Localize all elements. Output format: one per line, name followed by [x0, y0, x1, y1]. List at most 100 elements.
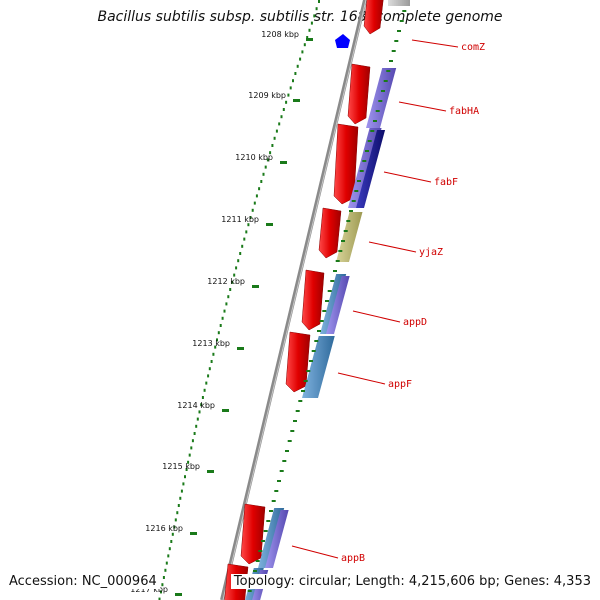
axis-dot	[237, 259, 240, 263]
tick-label: 1213 kbp	[192, 339, 230, 348]
axis-dot	[299, 57, 302, 61]
feature-appD-b	[326, 276, 350, 334]
axis-dot	[165, 561, 168, 565]
accession-text: Accession: NC_000964	[9, 574, 160, 589]
inner-dot	[266, 520, 271, 522]
axis-dot	[296, 64, 299, 68]
inner-dot	[314, 340, 319, 342]
inner-dot	[341, 240, 345, 242]
inner-dot	[349, 210, 353, 212]
inner-dot	[290, 430, 295, 432]
gene-label-comZ: comZ	[461, 42, 485, 53]
tick-mark	[207, 470, 214, 473]
inner-dot	[293, 420, 297, 422]
axis-dot	[217, 331, 220, 335]
axis-dot	[315, 7, 318, 11]
axis-dot	[174, 518, 177, 522]
axis-dot	[195, 424, 198, 428]
axis-dot	[255, 194, 258, 198]
gene-leader-line	[352, 310, 401, 323]
axis-dot	[280, 115, 283, 119]
inner-dot	[253, 570, 257, 572]
inner-dot	[301, 390, 305, 392]
inner-dot	[397, 30, 401, 32]
axis-dot	[251, 208, 254, 212]
inner-dot	[263, 530, 268, 532]
inner-dot	[285, 450, 289, 452]
inner-dot	[346, 220, 351, 222]
tick-mark	[280, 161, 287, 164]
axis-dot	[318, 0, 320, 3]
axis-dot	[271, 144, 274, 147]
feature-yjaZ	[336, 212, 363, 262]
gene-label-yjaZ: yjaZ	[419, 247, 443, 258]
inner-dot	[317, 330, 321, 332]
tick-axis: 1208 kbp 1209 kbp 1210 kbp 1211 kbp 1212 kbp…	[130, 30, 313, 596]
gene-label-fabF: fabF	[434, 177, 458, 188]
gene-label-appD: appD	[403, 317, 427, 328]
axis-dot	[184, 475, 186, 479]
cds-arrow-appB	[240, 503, 266, 565]
inner-dot	[354, 190, 359, 192]
axis-dot	[249, 216, 252, 219]
axis-dot	[266, 158, 269, 162]
axis-dot	[191, 439, 194, 443]
inner-dot	[298, 400, 303, 402]
axis-dot	[262, 172, 265, 176]
inner-dot	[359, 170, 364, 172]
tick-label: 1216 kbp	[145, 524, 183, 533]
axis-dot	[233, 273, 236, 277]
tick-mark	[190, 532, 197, 535]
inner-dot	[330, 280, 335, 282]
inner-dot	[335, 260, 340, 262]
inner-dot	[282, 460, 287, 462]
axis-dot	[161, 583, 164, 587]
inner-dot	[351, 200, 356, 202]
inner-dot	[399, 20, 404, 22]
inner-dot	[279, 470, 284, 472]
inner-dot	[394, 40, 399, 42]
inner-dot	[362, 160, 367, 162]
feature-fabHA	[366, 68, 397, 128]
feature-fabF-b	[356, 130, 386, 208]
inner-dot	[327, 290, 332, 292]
inner-dot	[247, 590, 252, 592]
inner-dot	[319, 320, 324, 322]
axis-dot	[182, 482, 185, 486]
tick-mark	[306, 38, 313, 41]
axis-dot	[208, 367, 211, 371]
axis-dot	[190, 446, 193, 450]
inner-dot	[306, 370, 311, 372]
inner-dot	[373, 120, 377, 122]
axis-dot	[294, 72, 297, 75]
tick-label: 1212 kbp	[207, 277, 245, 286]
axis-dot	[187, 460, 190, 464]
axis-dot	[223, 309, 226, 313]
axis-dot	[243, 237, 246, 241]
cds-arrow-fabF	[333, 123, 359, 205]
axis-dot	[235, 266, 238, 270]
axis-dot	[239, 252, 242, 255]
inner-dot	[381, 90, 385, 92]
axis-dot	[167, 554, 170, 558]
axis-dot	[247, 223, 250, 227]
inner-dot	[333, 270, 337, 272]
feature-appB-b	[265, 510, 289, 568]
axis-dot	[200, 403, 203, 407]
tick-label: 1214 kbp	[177, 401, 215, 410]
axis-dot	[229, 288, 232, 291]
gene-leader-line	[291, 545, 339, 559]
feature-top-gray	[388, 0, 410, 6]
inner-dot	[402, 10, 407, 12]
axis-dot	[260, 180, 263, 183]
feature-appF	[302, 336, 335, 398]
inner-dot	[383, 80, 388, 82]
axis-dot	[160, 590, 162, 594]
axis-dot	[241, 244, 244, 248]
cds-arrow-yjaZ	[318, 207, 342, 259]
axis-dot	[275, 129, 278, 133]
inner-dot	[309, 360, 313, 362]
axis-dot	[308, 28, 311, 32]
genome-summary-text: Topology: circular; Length: 4,215,606 bp…	[230, 574, 591, 589]
